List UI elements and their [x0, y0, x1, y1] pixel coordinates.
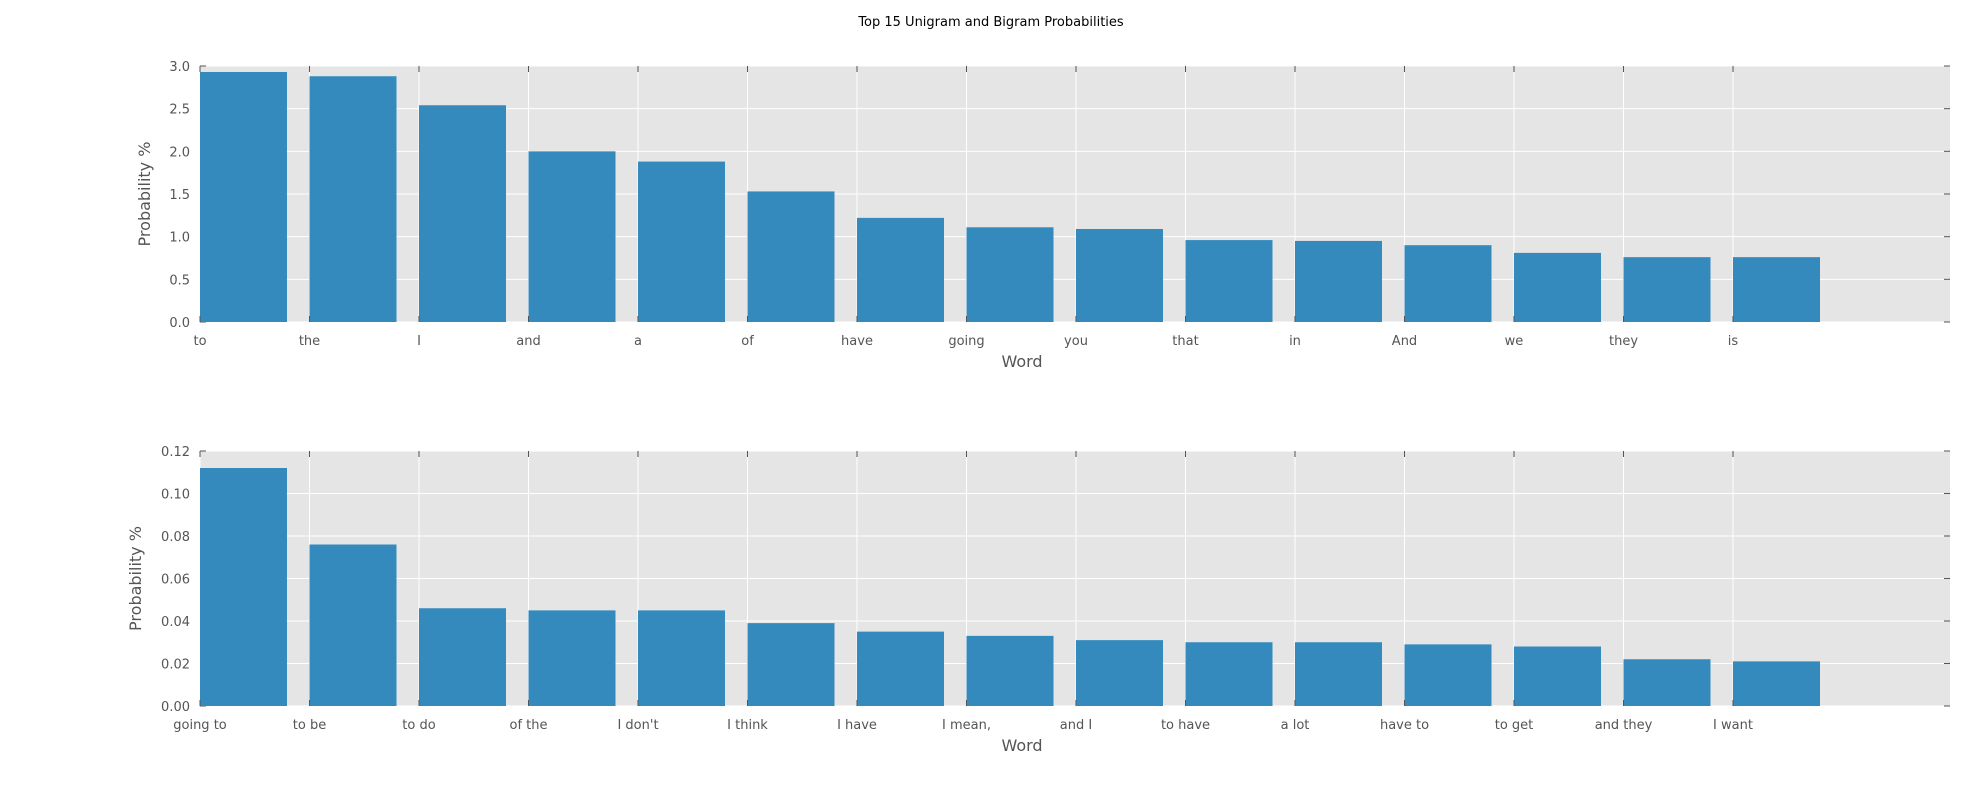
bar: [1404, 245, 1492, 322]
y-tick-label: 0.02: [161, 658, 190, 673]
bar: [1295, 240, 1382, 322]
bar: [857, 631, 944, 706]
x-tick-label: and they: [1595, 718, 1653, 733]
x-tick-label: to: [193, 334, 206, 349]
x-tick-label: they: [1609, 334, 1638, 349]
x-tick-label: a lot: [1281, 718, 1310, 733]
bar: [1623, 257, 1711, 322]
x-tick-label: going to: [173, 718, 227, 733]
x-tick-label: to have: [1161, 718, 1210, 733]
bar: [419, 105, 506, 323]
x-tick-label: I don't: [617, 718, 658, 733]
y-tick-label: 0.00: [161, 700, 190, 715]
bar: [419, 608, 506, 706]
x-tick-label: to be: [293, 718, 326, 733]
y-tick-label: 0.5: [169, 273, 190, 288]
bar: [309, 544, 397, 706]
x-tick-label: of the: [510, 718, 548, 733]
x-tick-label: a: [634, 334, 642, 349]
bar: [1076, 640, 1163, 706]
x-tick-label: we: [1505, 334, 1524, 349]
x-tick-label: I: [417, 334, 421, 349]
bar: [1404, 644, 1492, 706]
bar: [1514, 646, 1601, 706]
bar: [747, 623, 835, 706]
x-tick-label: have: [841, 334, 873, 349]
y-tick-label: 0.12: [161, 445, 190, 460]
figure-title: Top 15 Unigram and Bigram Probabilities: [857, 15, 1124, 30]
x-tick-label: you: [1064, 334, 1088, 349]
bar: [1733, 661, 1820, 706]
bar: [638, 161, 725, 322]
x-tick-label: to do: [402, 718, 435, 733]
y-tick-label: 0.08: [161, 530, 190, 545]
y-tick-label: 0.06: [161, 573, 190, 588]
bar: [1076, 228, 1163, 322]
y-tick-label: 0.04: [161, 615, 190, 630]
bar: [528, 151, 616, 322]
y-tick-label: 1.5: [169, 188, 190, 203]
bar: [747, 191, 835, 322]
bar: [200, 468, 287, 706]
y-axis-label: Probability %: [135, 142, 154, 247]
y-tick-label: 2.5: [169, 103, 190, 118]
bar: [966, 635, 1054, 706]
x-tick-label: to get: [1495, 718, 1534, 733]
y-tick-label: 1.0: [169, 231, 190, 246]
bar: [966, 227, 1054, 322]
x-axis-label: Word: [1001, 736, 1042, 755]
x-tick-label: and: [516, 334, 540, 349]
bar: [857, 217, 944, 322]
bar: [1733, 257, 1820, 322]
y-tick-label: 2.0: [169, 145, 190, 160]
x-tick-label: And: [1392, 334, 1417, 349]
x-axis-label: Word: [1001, 352, 1042, 371]
x-tick-label: I want: [1713, 718, 1753, 733]
bar: [1514, 252, 1601, 322]
bar: [1185, 240, 1273, 322]
bar: [638, 610, 725, 706]
x-tick-label: going: [948, 334, 984, 349]
bigram-subplot: 0.00 0.02 0.04 0.06 0.08 0.10 0.12 going to to b…: [126, 445, 1950, 755]
x-tick-label: in: [1289, 334, 1301, 349]
bar: [200, 71, 287, 323]
x-tick-label: the: [299, 334, 320, 349]
bar: [1295, 642, 1382, 706]
x-tick-label: I mean,: [942, 718, 991, 733]
bar: [528, 610, 616, 706]
x-tick-label: that: [1172, 334, 1198, 349]
x-tick-label: have to: [1380, 718, 1429, 733]
x-tick-label: of: [741, 334, 754, 349]
x-tick-label: and I: [1060, 718, 1092, 733]
y-axis-label: Probability %: [126, 526, 145, 631]
bar: [1185, 642, 1273, 706]
bar: [1623, 659, 1711, 706]
x-tick-label: is: [1728, 334, 1739, 349]
x-tick-label: I have: [837, 718, 877, 733]
bar: [309, 76, 397, 323]
y-tick-label: 0.0: [169, 316, 190, 331]
y-tick-label: 3.0: [169, 60, 190, 75]
x-tick-label: I think: [727, 718, 768, 733]
y-tick-label: 0.10: [161, 488, 190, 503]
